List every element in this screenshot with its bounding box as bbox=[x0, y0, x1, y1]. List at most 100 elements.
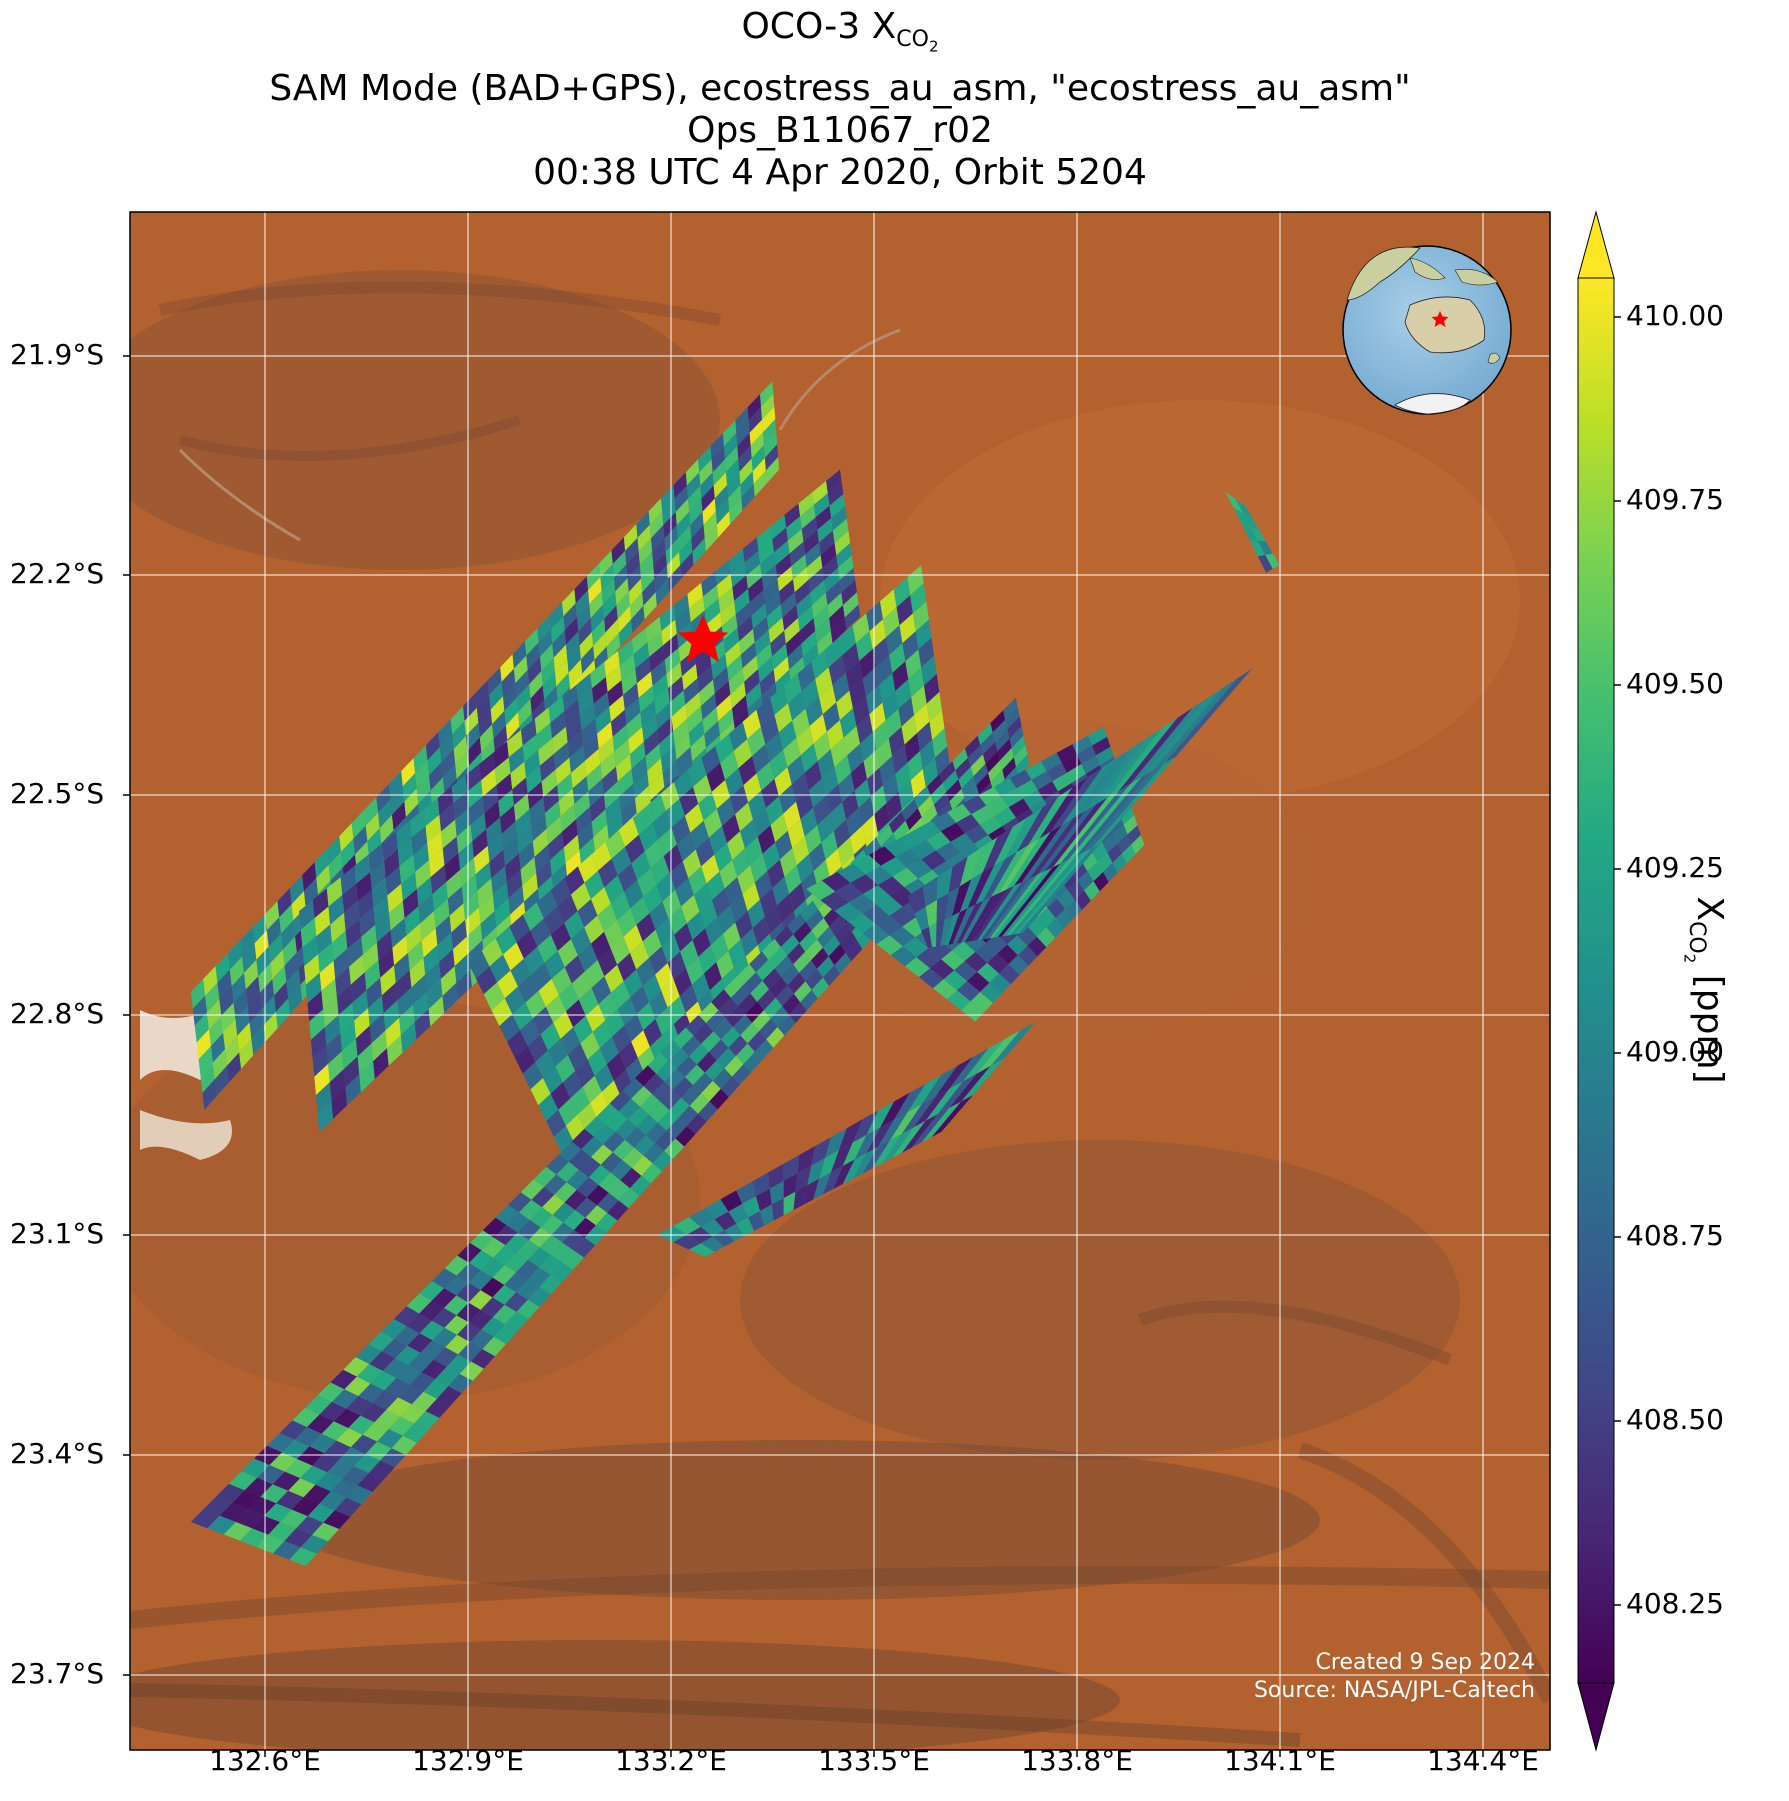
sounding-cell bbox=[652, 810, 672, 840]
sounding-cell bbox=[528, 1227, 552, 1248]
sounding-cell bbox=[633, 771, 649, 799]
sounding-cell bbox=[572, 776, 589, 804]
sounding-cell bbox=[635, 1065, 657, 1087]
sounding-cell bbox=[921, 1101, 962, 1143]
sounding-cell bbox=[302, 936, 318, 967]
sounding-cell bbox=[928, 923, 937, 948]
sounding-cell bbox=[411, 826, 428, 855]
sounding-cell bbox=[444, 1315, 469, 1335]
sounding-cell bbox=[1107, 843, 1122, 863]
sounding-cell bbox=[440, 966, 457, 996]
sounding-cell bbox=[513, 793, 530, 822]
sounding-cell bbox=[564, 955, 585, 984]
sounding-cell bbox=[645, 1122, 667, 1143]
sounding-cell bbox=[927, 773, 943, 796]
sounding-cell bbox=[1265, 553, 1280, 569]
sounding-cell bbox=[833, 1159, 855, 1190]
sounding-cell bbox=[722, 814, 740, 843]
sounding-cell bbox=[668, 906, 687, 935]
sounding-cell bbox=[550, 1082, 571, 1110]
sounding-cell bbox=[515, 670, 530, 698]
sounding-cell bbox=[328, 1051, 344, 1083]
sounding-cell bbox=[388, 1416, 415, 1436]
sounding-cell bbox=[300, 1534, 329, 1554]
sounding-cell bbox=[981, 878, 1030, 940]
sounding-cell bbox=[780, 934, 800, 956]
sounding-cell bbox=[664, 647, 681, 674]
sounding-cell bbox=[756, 526, 773, 551]
sounding-cell bbox=[610, 936, 630, 965]
sounding-cell bbox=[822, 935, 841, 957]
sounding-cell bbox=[327, 836, 341, 865]
sounding-cell bbox=[848, 913, 876, 934]
sounding-cell bbox=[409, 1372, 435, 1392]
sounding-cell bbox=[505, 853, 521, 883]
sounding-cell bbox=[512, 641, 527, 669]
sounding-cell bbox=[1014, 824, 1063, 886]
sounding-cell bbox=[411, 1391, 437, 1412]
sounding-cell bbox=[340, 865, 357, 896]
sounding-cell bbox=[902, 631, 919, 662]
sounding-cell bbox=[216, 1483, 245, 1503]
sounding-cell bbox=[994, 778, 1017, 797]
sounding-cell bbox=[548, 831, 564, 861]
sounding-cell bbox=[843, 726, 860, 756]
sounding-cell bbox=[252, 914, 267, 944]
sounding-cell bbox=[748, 407, 762, 433]
sounding-cell bbox=[736, 420, 750, 446]
sounding-cell bbox=[548, 1038, 568, 1067]
sounding-cell bbox=[748, 1211, 764, 1231]
sounding-cell bbox=[1070, 860, 1088, 881]
sounding-cell bbox=[727, 471, 741, 499]
sounding-cell bbox=[717, 905, 736, 934]
sounding-cell bbox=[910, 840, 937, 860]
sounding-cell bbox=[774, 925, 794, 948]
sounding-cell bbox=[457, 1322, 482, 1342]
sounding-cell bbox=[701, 571, 717, 597]
sounding-cell bbox=[321, 978, 337, 1010]
sounding-cell bbox=[819, 530, 835, 556]
sounding-cell bbox=[594, 1064, 614, 1092]
sounding-cell bbox=[1017, 945, 1038, 966]
sounding-cell bbox=[1241, 524, 1258, 541]
sounding-cell bbox=[686, 472, 701, 499]
sounding-cell bbox=[580, 1031, 600, 1060]
sounding-cell bbox=[882, 1127, 914, 1164]
sounding-cell bbox=[708, 826, 728, 855]
sounding-cell bbox=[606, 1111, 628, 1132]
sounding-cell bbox=[965, 824, 989, 844]
sounding-cell bbox=[1018, 844, 1100, 934]
sounding-cell bbox=[540, 1214, 564, 1235]
sounding-cell bbox=[437, 786, 454, 815]
sounding-cell bbox=[453, 791, 469, 820]
sounding-cell bbox=[730, 681, 746, 709]
sounding-cell bbox=[448, 1373, 473, 1394]
sounding-cell bbox=[689, 1208, 715, 1227]
sounding-cell bbox=[190, 1509, 220, 1529]
sounding-cell bbox=[607, 811, 623, 840]
sounding-cell bbox=[836, 690, 853, 721]
sounding-cell bbox=[307, 991, 324, 1022]
sounding-cell bbox=[721, 1026, 741, 1048]
sounding-cell bbox=[395, 1345, 421, 1366]
sounding-cell bbox=[402, 889, 419, 919]
sounding-cell bbox=[374, 1409, 401, 1429]
sounding-cell bbox=[929, 710, 945, 740]
sounding-cell bbox=[385, 1017, 401, 1049]
sounding-cell bbox=[538, 629, 553, 657]
sounding-cell bbox=[739, 629, 755, 655]
sounding-cell bbox=[587, 1048, 607, 1076]
colorbar-tick-label: 409.75 bbox=[1626, 483, 1724, 516]
sounding-cell bbox=[1005, 707, 1020, 730]
sounding-cell bbox=[323, 996, 339, 1028]
sounding-cell bbox=[835, 882, 864, 903]
sounding-cell bbox=[229, 956, 244, 987]
sounding-cell bbox=[709, 1039, 729, 1061]
sounding-cell bbox=[523, 902, 544, 931]
sounding-cell bbox=[714, 843, 733, 872]
sounding-cell bbox=[576, 806, 592, 835]
lat-tick-label: 22.5°S bbox=[10, 777, 105, 810]
sounding-cell bbox=[269, 1452, 298, 1472]
sounding-cell bbox=[616, 592, 630, 620]
sounding-cell bbox=[1117, 834, 1132, 854]
